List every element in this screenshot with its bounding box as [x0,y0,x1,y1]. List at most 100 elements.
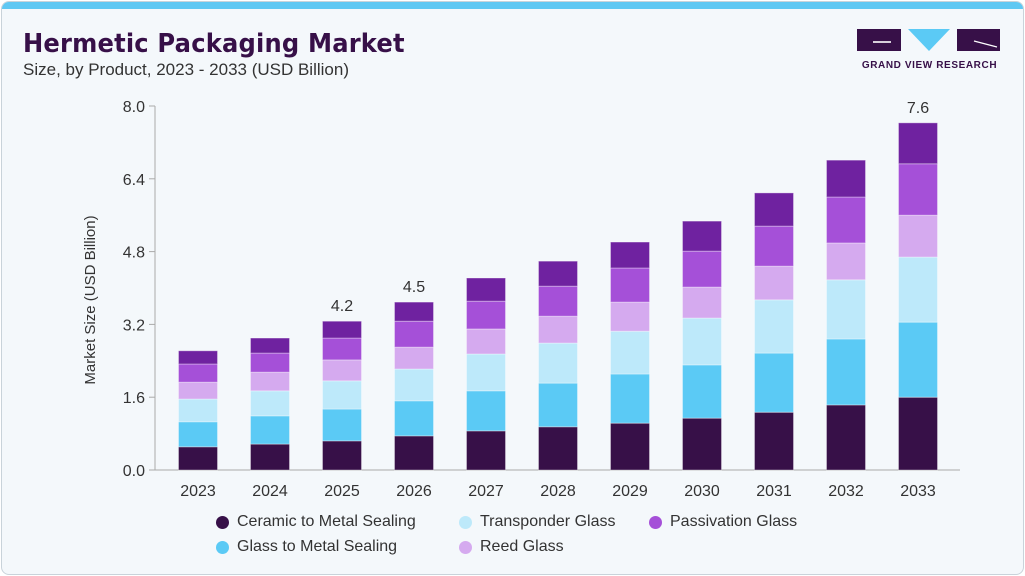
x-tick-label: 2026 [396,483,432,500]
bar-segment-glass-to-metal-sealing [754,352,794,413]
bar-segment-transponder-glass [322,380,362,410]
chart-title: Hermetic Packaging Market [23,29,405,59]
legend-swatch [216,515,229,529]
legend-swatch [649,515,662,529]
bar-segment-passivation-glass [610,267,650,303]
bar-segment-passivation-glass [754,225,794,267]
x-tick-label: 2025 [324,483,360,500]
bar-segment-ceramic-to-metal-sealing [682,417,722,471]
y-tick-label: 3.2 [123,317,145,334]
bar-segment-other [322,320,362,339]
bar-segment-passivation-glass [394,320,434,348]
x-tick-label: 2023 [180,483,216,500]
bar-segment-ceramic-to-metal-sealing [178,446,218,471]
x-tick-label: 2033 [900,483,936,500]
bar-segment-other [394,301,434,322]
y-tick-label: 0.0 [123,463,145,480]
bar-segment-passivation-glass [682,250,722,288]
bar-segment-passivation-glass [250,352,290,373]
bar-segment-other [610,241,650,269]
x-tick-label: 2030 [684,483,720,500]
bar-segment-glass-to-metal-sealing [538,382,578,428]
legend-label: Passivation Glass [670,513,798,530]
legend-label: Glass to Metal Sealing [237,538,398,555]
bar-segment-other [538,260,578,287]
x-tick-label: 2031 [756,483,792,500]
bar-segment-ceramic-to-metal-sealing [538,426,578,471]
y-tick-label: 4.8 [123,245,145,262]
y-tick-label: 1.6 [123,390,145,407]
bar-segment-transponder-glass [682,317,722,366]
bar-segment-glass-to-metal-sealing [610,373,650,424]
bar-segment-reed-glass [250,371,290,392]
logo-text: GRAND VIEW RESEARCH [861,60,998,71]
bar-segment-passivation-glass [322,337,362,361]
x-tick-label: 2024 [252,483,288,500]
legend-label: Ceramic to Metal Sealing [237,513,416,530]
bar-segment-other [178,350,218,365]
bar-segment-other [754,192,794,227]
bar-segment-reed-glass [610,301,650,332]
bar-segment-transponder-glass [754,299,794,354]
x-tick-label: 2028 [540,483,576,500]
bar-segment-reed-glass [178,381,218,400]
y-tick-label: 6.4 [123,172,145,189]
bar-segment-ceramic-to-metal-sealing [826,404,866,471]
bar-segment-other [250,337,290,354]
bar-segment-transponder-glass [250,390,290,417]
legend-label: Reed Glass [480,538,564,555]
bar-segment-glass-to-metal-sealing [322,408,362,442]
bar-segment-ceramic-to-metal-sealing [322,440,362,471]
bar-segment-other [682,220,722,252]
bar-segment-ceramic-to-metal-sealing [466,430,506,471]
y-tick-label: 8.0 [123,99,145,116]
bar-segment-transponder-glass [466,353,506,392]
bar-segment-transponder-glass [610,330,650,375]
legend-swatch [459,540,472,554]
bar-segment-transponder-glass [394,368,434,402]
bar-segment-passivation-glass [178,363,218,383]
bar-segment-ceramic-to-metal-sealing [610,422,650,471]
bar-segment-transponder-glass [538,342,578,384]
bar-segment-ceramic-to-metal-sealing [250,443,290,471]
y-axis-title: Market Size (USD Billion) [82,215,99,384]
x-tick-label: 2029 [612,483,648,500]
legend-label: Transponder Glass [480,513,616,530]
bar-segment-passivation-glass [898,163,938,216]
bar-segment-glass-to-metal-sealing [826,338,866,406]
bar-segment-transponder-glass [178,398,218,423]
bar-segment-reed-glass [682,286,722,319]
legend-swatch [459,515,472,529]
chart-subtitle: Size, by Product, 2023 - 2033 (USD Billi… [23,60,349,79]
bar-segment-ceramic-to-metal-sealing [754,411,794,471]
bar-segment-ceramic-to-metal-sealing [898,396,938,471]
legend-swatch [216,540,229,554]
bar-segment-reed-glass [394,346,434,370]
legend-item: Ceramic to Metal Sealing [216,513,416,531]
bar-segment-glass-to-metal-sealing [394,400,434,437]
bar-segment-transponder-glass [826,279,866,340]
legend-item: Transponder Glass [459,513,615,531]
bar-segment-reed-glass [466,328,506,355]
bar-segment-other [466,277,506,302]
x-tick-label: 2032 [828,483,864,500]
grand-view-research-logo: GRAND VIEW RESEARCH [857,29,1002,71]
bar-segment-reed-glass [754,265,794,301]
bar-segment-glass-to-metal-sealing [682,364,722,419]
bar-segment-glass-to-metal-sealing [250,415,290,445]
x-tick-label: 2027 [468,483,504,500]
bar-segment-passivation-glass [826,196,866,244]
bar-segment-other [898,122,938,165]
bar-segment-passivation-glass [538,285,578,317]
top-accent-strip [2,2,1023,9]
legend-item: Glass to Metal Sealing [216,538,397,556]
bar-segment-transponder-glass [898,256,938,323]
bar-segment-reed-glass [898,214,938,258]
legend-item: Reed Glass [459,538,564,556]
bar-segment-glass-to-metal-sealing [466,390,506,432]
bar-total-label: 7.6 [907,100,929,117]
legend-item: Passivation Glass [649,513,797,531]
bar-segment-reed-glass [826,242,866,281]
bar-segment-other [826,159,866,198]
